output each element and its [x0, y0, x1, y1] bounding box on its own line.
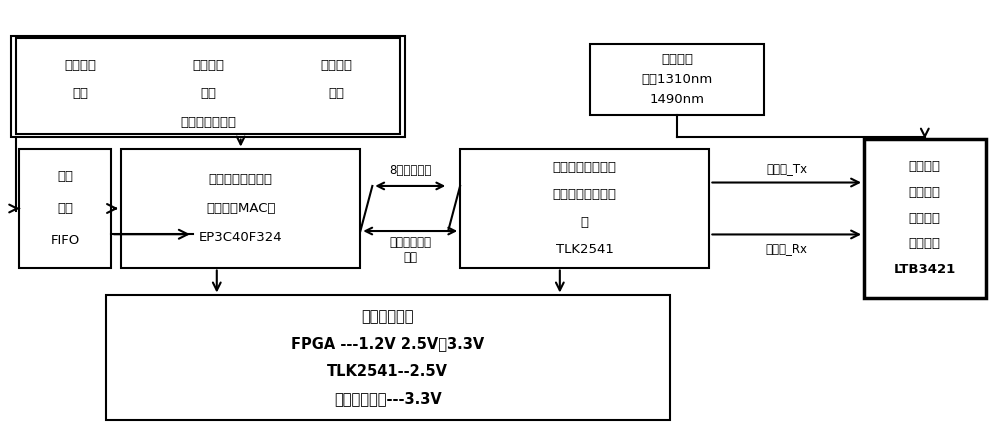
Bar: [121, 149, 360, 267]
Text: 接入节点高速物理: 接入节点高速物理: [553, 188, 617, 201]
Text: EP3C40F324: EP3C40F324: [199, 231, 283, 244]
Bar: [16, 38, 400, 134]
Text: TLK2541--2.5V: TLK2541--2.5V: [327, 364, 448, 379]
Text: 视频信号: 视频信号: [320, 59, 352, 72]
Text: 单模1310nm: 单模1310nm: [641, 73, 713, 86]
Bar: [23, 44, 138, 115]
Text: FIFO: FIFO: [51, 234, 80, 247]
Text: 1490nm: 1490nm: [650, 93, 705, 106]
Bar: [864, 139, 986, 298]
Text: 差分线_Rx: 差分线_Rx: [766, 242, 808, 255]
Text: TLK2541: TLK2541: [556, 242, 614, 256]
Text: 千兆实时光纤网络: 千兆实时光纤网络: [209, 173, 273, 186]
Text: 控制信号: 控制信号: [65, 59, 97, 72]
Text: 光纤接口: 光纤接口: [661, 53, 693, 66]
Text: FPGA ---1.2V 2.5V和3.3V: FPGA ---1.2V 2.5V和3.3V: [291, 337, 484, 352]
Text: 用户业务接入层: 用户业务接入层: [180, 116, 236, 129]
Text: 光电转换模块---3.3V: 光电转换模块---3.3V: [334, 391, 442, 406]
Text: 8位数据端口: 8位数据端口: [389, 164, 431, 178]
Text: 接口: 接口: [200, 87, 216, 100]
Text: 接口: 接口: [328, 87, 344, 100]
Text: 光电转换: 光电转换: [909, 238, 941, 251]
Bar: [106, 295, 670, 420]
Text: 千兆实时: 千兆实时: [909, 160, 941, 173]
Text: 千兆实时光纤网络: 千兆实时光纤网络: [553, 162, 617, 175]
Text: 语音信号: 语音信号: [192, 59, 224, 72]
Text: 层: 层: [581, 216, 589, 229]
Text: 差分线_Tx: 差分线_Tx: [766, 162, 807, 175]
Text: LTB3421: LTB3421: [894, 263, 956, 276]
Text: 数据: 数据: [57, 202, 73, 215]
Text: 光纤网络: 光纤网络: [909, 186, 941, 199]
Bar: [460, 149, 709, 267]
Bar: [590, 44, 764, 115]
Text: 业务: 业务: [57, 170, 73, 183]
Bar: [11, 36, 405, 137]
Text: 控制端口与时
钟线: 控制端口与时 钟线: [389, 236, 431, 264]
Text: 接口: 接口: [73, 87, 89, 100]
Bar: [19, 149, 111, 267]
Text: 接入节点MAC层: 接入节点MAC层: [206, 202, 275, 215]
Bar: [279, 44, 393, 115]
Text: 接入节点: 接入节点: [909, 212, 941, 225]
Text: 电源供电电路: 电源供电电路: [362, 310, 414, 324]
Bar: [151, 44, 266, 115]
